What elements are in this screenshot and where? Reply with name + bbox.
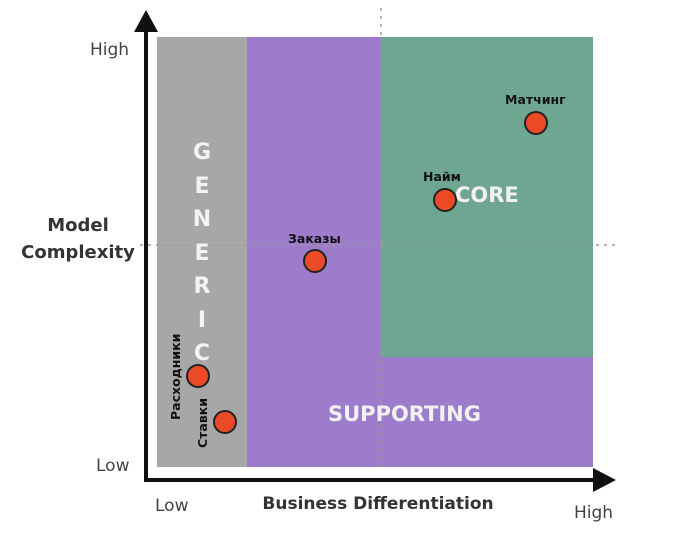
point-orders-label: Заказы bbox=[288, 231, 341, 246]
generic-letter: R bbox=[193, 274, 211, 299]
point-rates-label: Ставки bbox=[195, 397, 210, 448]
x-high-label: High bbox=[574, 503, 614, 523]
generic-letter: E bbox=[194, 173, 210, 199]
y-high-label: High bbox=[90, 40, 130, 60]
point-supplies-dot[interactable] bbox=[186, 364, 210, 388]
point-orders-dot[interactable] bbox=[303, 249, 327, 273]
point-matching-dot[interactable] bbox=[524, 111, 548, 135]
y-axis-title: Model Complexity bbox=[18, 212, 138, 266]
x-axis-arrow-icon bbox=[593, 468, 616, 492]
y-low-label: Low bbox=[96, 456, 130, 476]
point-supplies-label: Расходники bbox=[168, 333, 183, 420]
point-hiring-dot[interactable] bbox=[433, 188, 457, 212]
point-hiring-label: Найм bbox=[423, 169, 461, 184]
generic-letter: E bbox=[194, 240, 210, 266]
generic-region bbox=[157, 37, 247, 467]
point-matching-label: Матчинг bbox=[505, 92, 566, 107]
x-low-label: Low bbox=[155, 496, 189, 516]
y-axis-arrow-icon bbox=[134, 10, 158, 32]
y-axis-title-line1: Model bbox=[47, 215, 109, 236]
core-region bbox=[381, 37, 593, 357]
y-axis-title-line2: Complexity bbox=[21, 242, 135, 263]
generic-letter: I bbox=[197, 307, 207, 333]
generic-letter: N bbox=[192, 207, 212, 232]
generic-letter: C bbox=[193, 341, 211, 366]
point-rates-dot[interactable] bbox=[213, 410, 237, 434]
x-axis-title: Business Differentiation bbox=[262, 494, 494, 514]
core-label: CORE bbox=[455, 183, 519, 207]
generic-letter: G bbox=[192, 140, 212, 165]
supporting-label: SUPPORTING bbox=[328, 402, 481, 426]
